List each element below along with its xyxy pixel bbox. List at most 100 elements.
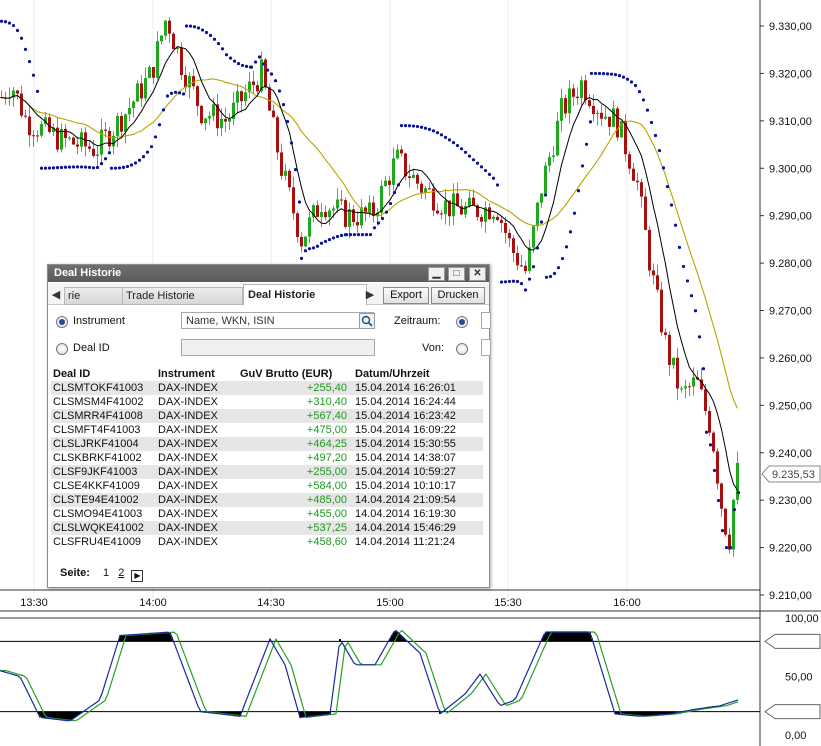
column-header-datum[interactable]: Datum/Uhrzeit: [355, 368, 430, 380]
sar-dot: [117, 166, 122, 170]
table-row[interactable]: CLSKBRKF41002 DAX-INDEX +497,20 15.04.2014 …: [51, 451, 483, 465]
table-row[interactable]: CLSMTOKF41003 DAX-INDEX +255,40 15.04.2014 …: [51, 381, 483, 395]
table-row[interactable]: CLSFRU4E41009 DAX-INDEX +458,60 14.04.2014 …: [51, 535, 483, 549]
sar-dot: [720, 528, 725, 533]
column-header-deal-id[interactable]: Deal ID: [53, 368, 91, 380]
instrument-cell: DAX-INDEX: [158, 536, 218, 548]
candle-body: [676, 357, 679, 389]
candle-body: [496, 216, 499, 221]
datum-cell: 14.04.2014 21:09:54: [353, 493, 483, 507]
candle-body: [204, 118, 207, 124]
table-row[interactable]: CLSLJRKF41004 DAX-INDEX +464,25 15.04.2014 …: [51, 437, 483, 451]
page-2-link[interactable]: 2: [118, 567, 125, 579]
sar-dot: [443, 135, 448, 139]
deal-id-input[interactable]: [181, 339, 375, 356]
deal-id-radio[interactable]: [56, 343, 68, 355]
von-radio[interactable]: [456, 343, 468, 355]
sar-dot: [79, 165, 84, 169]
dialog-title-bar[interactable]: Deal Historie ▁ □ ✕: [48, 265, 489, 282]
candle-body: [44, 117, 47, 125]
table-row[interactable]: CLSMO94E41003 DAX-INDEX +455,00 14.04.2014 …: [51, 507, 483, 521]
page-1-link[interactable]: 1: [103, 567, 110, 579]
table-row[interactable]: CLSMSM4F41002 DAX-INDEX +310,40 15.04.2014 …: [51, 395, 483, 409]
table-row[interactable]: CLSTE94E41002 DAX-INDEX +485,00 14.04.2014 …: [51, 493, 483, 507]
tab-scroll-left-icon[interactable]: ◀: [51, 289, 61, 301]
tab-deal-historie[interactable]: Deal Historie: [243, 284, 367, 306]
sar-dot: [372, 226, 377, 230]
close-icon[interactable]: ✕: [469, 267, 486, 281]
candle-body: [336, 199, 339, 209]
instrument-radio[interactable]: [56, 316, 68, 328]
price-tick-label: 9.250,00: [769, 400, 812, 412]
candle-body: [88, 146, 91, 149]
sar-dot: [673, 223, 678, 227]
sar-dot: [188, 24, 193, 28]
price-tick-label: 9.320,00: [769, 68, 812, 80]
instrument-search-input[interactable]: Name, WKN, ISIN: [181, 312, 374, 329]
candle-body: [60, 128, 63, 150]
candle-body: [208, 116, 211, 119]
sar-dot: [75, 165, 80, 169]
minimize-icon[interactable]: ▁: [428, 267, 445, 281]
candle-body: [128, 108, 131, 115]
candle-body: [364, 207, 367, 214]
deal-history-dialog: Deal Historie ▁ □ ✕ ◀ rie Trade Historie…: [47, 264, 491, 588]
sar-dot: [39, 166, 44, 170]
zeitraum-radio[interactable]: [456, 316, 468, 328]
candle-body: [64, 128, 67, 138]
candle-body: [252, 81, 255, 86]
sar-dot: [380, 216, 385, 221]
candle-body: [276, 117, 279, 153]
next-page-icon[interactable]: ▶: [131, 570, 144, 582]
sar-dot: [467, 154, 472, 158]
candle-body: [236, 91, 239, 103]
sar-dot: [572, 211, 577, 215]
table-row[interactable]: CLSMRR4F41008 DAX-INDEX +567,40 15.04.2014 …: [51, 409, 483, 423]
tab-trade-historie[interactable]: Trade Historie: [122, 287, 243, 305]
maximize-icon[interactable]: □: [448, 267, 465, 281]
table-row[interactable]: CLSLWQKE41002 DAX-INDEX +537,25 14.04.2014 …: [51, 521, 483, 535]
tab-partial[interactable]: rie: [64, 287, 125, 305]
table-row[interactable]: CLSE4KKF41009 DAX-INDEX +584,00 15.04.2014 …: [51, 479, 483, 493]
column-header-instrument[interactable]: Instrument: [158, 368, 215, 380]
sar-dot: [339, 233, 344, 237]
candle-body: [396, 149, 399, 159]
zeitraum-field[interactable]: [481, 312, 491, 329]
candle-body: [244, 92, 247, 102]
table-row[interactable]: CLSMFT4F41003 DAX-INDEX +475,00 15.04.2014 …: [51, 423, 483, 437]
sar-dot: [511, 279, 516, 283]
column-header-guv[interactable]: GuV Brutto (EUR): [240, 368, 333, 380]
von-field[interactable]: [481, 339, 491, 356]
export-button[interactable]: Export: [383, 287, 429, 304]
guv-cell: +485,00: [238, 493, 353, 507]
sar-dot: [169, 91, 174, 95]
sar-dot: [208, 33, 213, 38]
candle-body: [356, 222, 359, 226]
sar-dot: [597, 71, 602, 76]
sar-dot: [133, 161, 138, 165]
sar-dot: [289, 141, 294, 145]
candle-body: [640, 182, 643, 197]
osc-main-line: [0, 629, 739, 722]
print-button[interactable]: Drucken: [431, 287, 485, 304]
table-row[interactable]: CLSF9JKF41003 DAX-INDEX +255,00 15.04.2014 …: [51, 465, 483, 479]
sar-dot: [368, 233, 373, 237]
sar-dot: [228, 56, 233, 60]
candle-body: [372, 202, 375, 216]
sar-dot: [697, 335, 702, 339]
candle-body: [320, 212, 323, 217]
sar-dot: [588, 120, 593, 124]
sar-dot: [527, 277, 532, 281]
search-icon[interactable]: [359, 313, 375, 329]
sar-dot: [7, 21, 12, 25]
tab-scroll-right-icon[interactable]: ▶: [365, 289, 375, 301]
sar-dot: [145, 150, 150, 154]
candle-body: [360, 207, 363, 226]
sar-dot: [701, 367, 706, 371]
candle-body: [652, 270, 655, 276]
sar-dot: [507, 279, 512, 284]
candle-body: [516, 253, 519, 266]
moving-average-fast: [1, 46, 738, 491]
candle-body: [728, 534, 731, 550]
